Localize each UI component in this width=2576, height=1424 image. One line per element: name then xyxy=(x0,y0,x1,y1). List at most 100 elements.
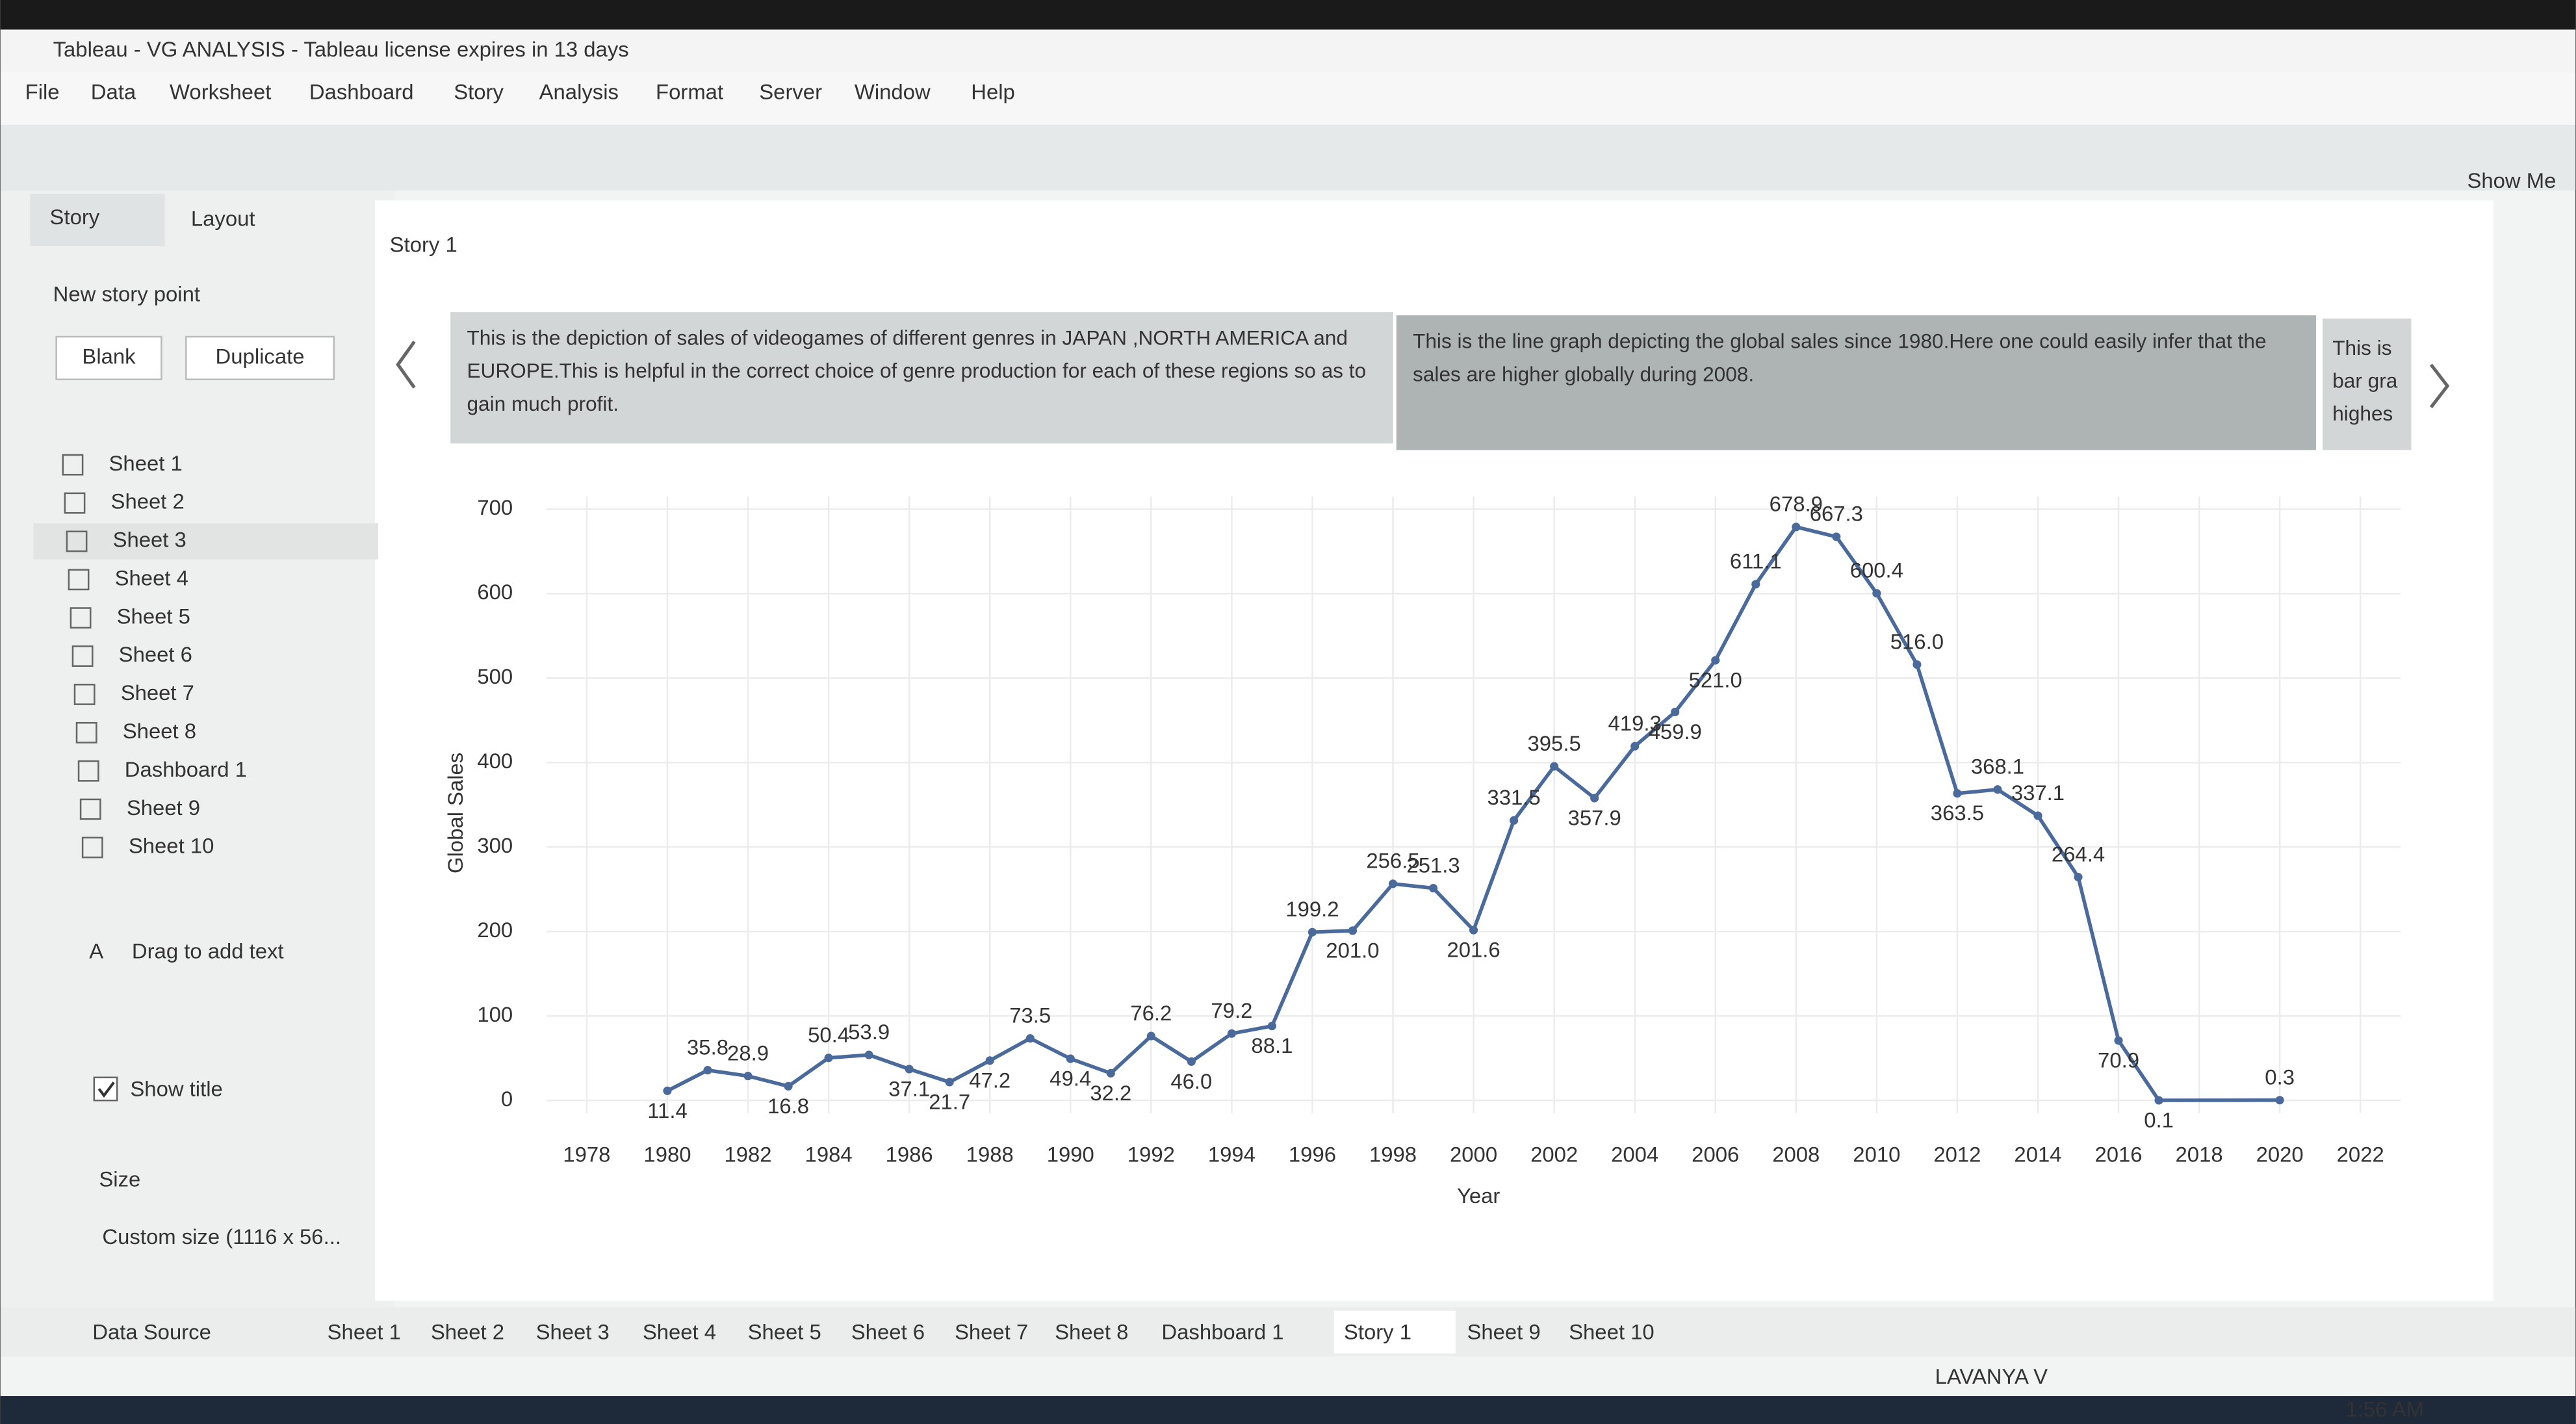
active-tab xyxy=(1333,1310,1456,1354)
show-me[interactable]: Show Me xyxy=(2467,168,2556,192)
sheet-item[interactable]: Sheet 4 xyxy=(115,565,188,589)
point xyxy=(743,1072,753,1081)
blank-button[interactable] xyxy=(55,335,162,381)
sheet-item[interactable]: Sheet 8 xyxy=(123,719,196,743)
x-tick-label: 1986 xyxy=(886,1143,933,1167)
sheet-item[interactable]: Sheet 2 xyxy=(111,489,185,513)
menu-item[interactable]: Worksheet xyxy=(170,80,271,104)
value-label: 368.1 xyxy=(1971,755,2024,779)
menu-item[interactable]: Format xyxy=(656,80,723,104)
value-label: 678.9 xyxy=(1770,492,1823,516)
menu-item[interactable]: Help xyxy=(971,80,1015,104)
point xyxy=(703,1066,712,1075)
sheet-tab[interactable]: Sheet 7 xyxy=(955,1320,1028,1344)
menu-item[interactable]: Server xyxy=(759,80,822,104)
size-value[interactable]: Custom size (1116 x 56... xyxy=(102,1224,341,1249)
y-tick-label: 0 xyxy=(501,1087,513,1111)
x-tick-label: 2020 xyxy=(2256,1143,2304,1167)
point xyxy=(2154,1096,2163,1105)
point xyxy=(663,1086,672,1095)
sheet-icon xyxy=(62,454,84,476)
menu-item[interactable]: Window xyxy=(855,80,931,104)
menu-item[interactable]: Analysis xyxy=(539,80,619,104)
value-label: 35.8 xyxy=(687,1035,728,1059)
value-label: 0.3 xyxy=(2265,1065,2295,1089)
y-tick-label: 200 xyxy=(477,918,513,942)
sheet-icon xyxy=(73,684,96,705)
y-tick-label: 100 xyxy=(477,1002,513,1026)
sheet-tab[interactable]: Sheet 5 xyxy=(748,1320,821,1344)
prev-arrow[interactable] xyxy=(396,341,416,389)
sidebar-tab[interactable]: Layout xyxy=(191,206,255,230)
user: LAVANYA V xyxy=(1935,1364,2048,1388)
point xyxy=(1066,1054,1075,1063)
sheet-tab[interactable]: Sheet 4 xyxy=(643,1320,716,1344)
sheet-item[interactable]: Sheet 3 xyxy=(113,528,187,552)
status-bar xyxy=(0,1356,2576,1397)
toolbar xyxy=(0,125,2576,191)
value-label: 331.5 xyxy=(1487,785,1540,809)
value-label: 11.4 xyxy=(647,1098,688,1122)
point xyxy=(1428,883,1438,893)
point xyxy=(1550,762,1559,771)
sheet-item[interactable]: Sheet 9 xyxy=(127,796,200,820)
point xyxy=(1993,785,2002,794)
point xyxy=(1671,707,1680,717)
sidebar-tab[interactable]: Story xyxy=(50,205,100,229)
sheet-tab[interactable]: Sheet 6 xyxy=(851,1320,925,1344)
value-label: 419.3 xyxy=(1608,711,1662,735)
point xyxy=(1187,1057,1196,1066)
value-label: 201.6 xyxy=(1447,938,1500,962)
sheet-tab[interactable]: Sheet 1 xyxy=(328,1320,401,1344)
sheet-item[interactable]: Dashboard 1 xyxy=(125,757,247,781)
next-arrow[interactable] xyxy=(2429,363,2450,409)
x-tick-label: 1990 xyxy=(1047,1143,1094,1167)
sheet-tab[interactable]: Sheet 9 xyxy=(1467,1320,1540,1344)
sheet-icon xyxy=(64,492,86,514)
sheet-item[interactable]: Sheet 10 xyxy=(129,834,214,858)
sheet-item[interactable]: Sheet 7 xyxy=(121,680,194,705)
x-tick-label: 2022 xyxy=(2337,1143,2384,1167)
x-tick-label: 1994 xyxy=(1208,1143,1256,1167)
story-point[interactable] xyxy=(1396,315,2316,450)
value-label: 37.1 xyxy=(888,1076,930,1100)
story-tab[interactable] xyxy=(30,194,165,247)
point xyxy=(2114,1036,2123,1045)
menu-item[interactable]: Story xyxy=(454,80,504,104)
x-tick-label: 2008 xyxy=(1772,1143,1820,1167)
sheet-item[interactable]: Sheet 5 xyxy=(117,604,190,628)
sheet-item[interactable]: Sheet 6 xyxy=(119,642,192,666)
story-point[interactable] xyxy=(450,312,1393,444)
window-title: Tableau - VG ANALYSIS - Tableau license … xyxy=(53,37,629,61)
sheet-tab[interactable]: Sheet 8 xyxy=(1055,1320,1128,1344)
show-title-checkbox[interactable] xyxy=(93,1076,118,1102)
value-label: 600.4 xyxy=(1850,558,1903,582)
story-point[interactable] xyxy=(2323,318,2412,450)
point xyxy=(824,1054,833,1063)
point xyxy=(1953,789,1962,798)
menu-item[interactable]: Dashboard xyxy=(309,80,414,104)
sheet-tab[interactable]: Sheet 2 xyxy=(431,1320,504,1344)
sheet-tab[interactable]: Sheet 3 xyxy=(536,1320,610,1344)
value-label: 32.2 xyxy=(1090,1081,1131,1105)
menu-item[interactable]: File xyxy=(25,80,60,104)
sheet-tab[interactable]: Story 1 xyxy=(1344,1320,1411,1344)
sheet-tab[interactable]: Dashboard 1 xyxy=(1161,1320,1283,1344)
x-tick-label: 2014 xyxy=(2014,1143,2061,1167)
value-label: 199.2 xyxy=(1285,897,1339,921)
sheet-icon xyxy=(68,569,90,591)
x-tick-label: 2006 xyxy=(1692,1143,1739,1167)
duplicate-button[interactable] xyxy=(185,335,335,381)
point xyxy=(985,1056,994,1065)
x-tick-label: 1982 xyxy=(725,1143,772,1167)
menu-item[interactable]: Data xyxy=(91,80,136,104)
sheet-tab[interactable]: Sheet 10 xyxy=(1569,1320,1655,1344)
sheet-item[interactable]: Sheet 1 xyxy=(109,451,183,475)
sheet-tab[interactable]: Data Source xyxy=(92,1320,211,1344)
x-tick-label: 1978 xyxy=(563,1143,610,1167)
point xyxy=(2074,872,2083,882)
value-label: 53.9 xyxy=(848,1020,890,1044)
show-title: Show title xyxy=(130,1077,222,1101)
x-tick-label: 2004 xyxy=(1611,1143,1658,1167)
